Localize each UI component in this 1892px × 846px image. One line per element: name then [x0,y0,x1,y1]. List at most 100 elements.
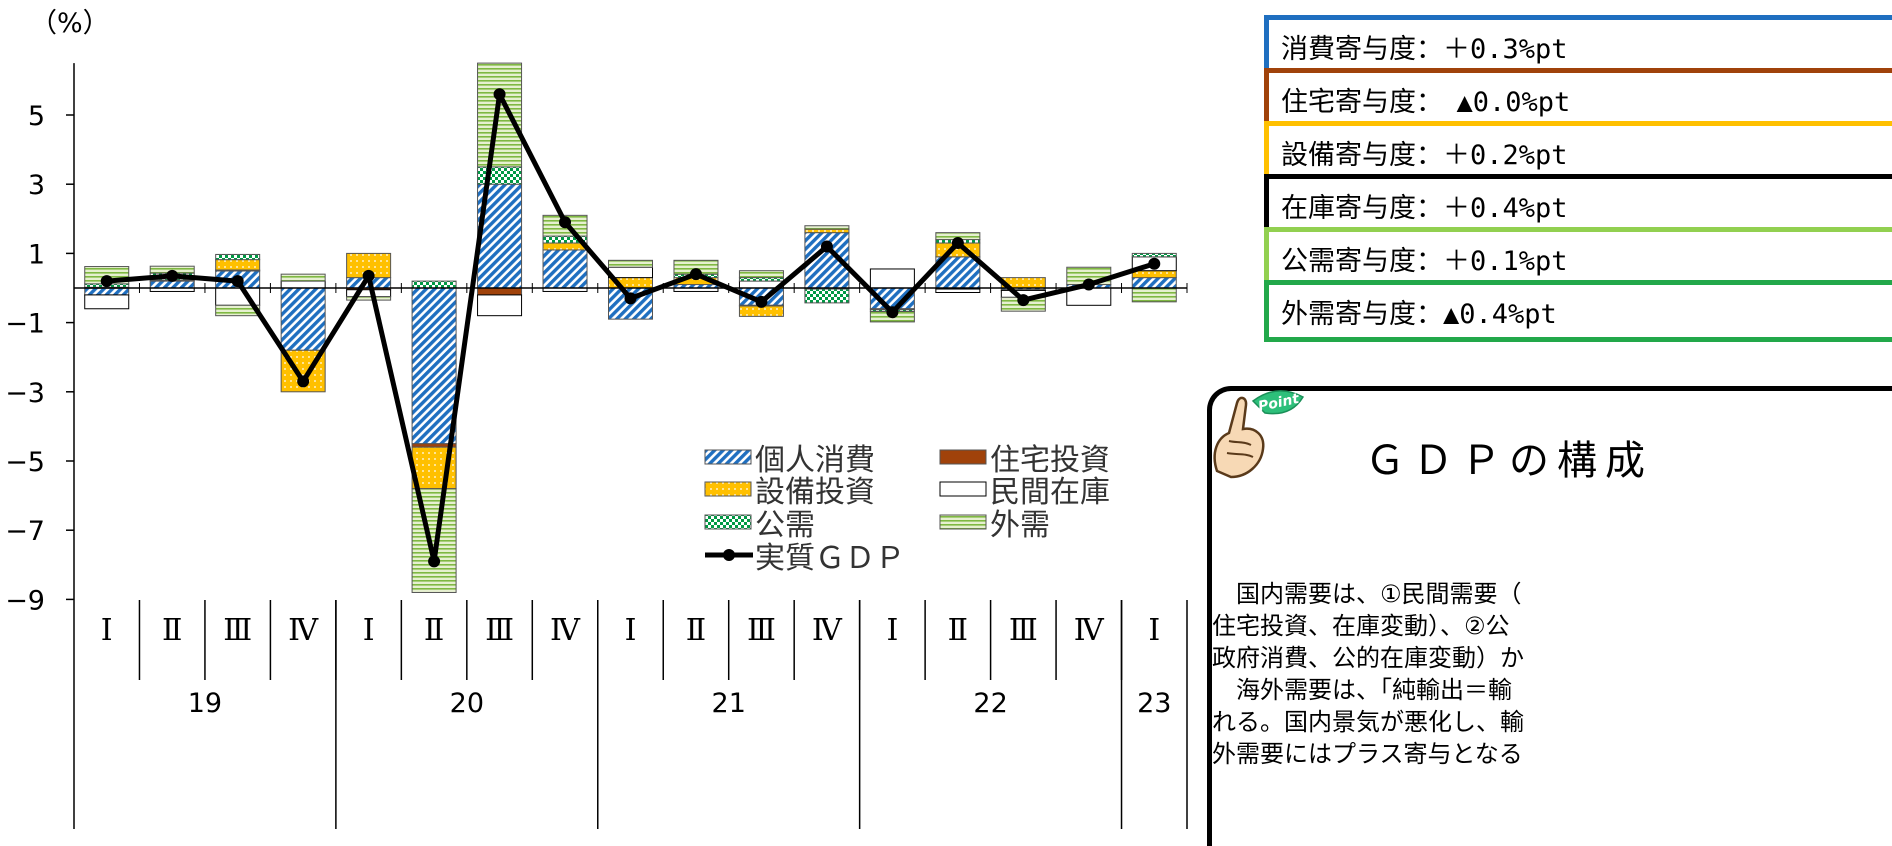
legend-swatch [704,449,752,465]
contribution-box: 住宅寄与度： ▲0.0%pt [1264,68,1892,130]
gdp-point [428,555,441,568]
bar-segment [477,287,523,296]
gdp-point [166,269,179,282]
year-label: 20 [450,688,484,719]
bar-segment [1131,277,1177,289]
bar-segment [280,273,326,282]
point-panel [1207,386,1892,846]
quarter-label: Ⅰ [363,613,375,648]
bar-segment [411,280,457,289]
legend-label: 外需 [990,508,1050,543]
y-tick-label: −9 [5,585,45,616]
quarter-label: Ⅲ [223,613,252,648]
year-label: 19 [188,688,222,719]
y-tick-label: 5 [28,101,45,132]
legend-swatch [939,514,987,530]
contribution-box: 外需寄与度：▲0.4%pt [1264,280,1892,342]
point-text: 国内需要は、①民間需要（ 住宅投資、在庫変動）、②公 政府消費、公的在庫変動）か 海… [1212,578,1892,770]
quarter-label: Ⅰ [625,613,637,648]
bar-segment [608,259,653,268]
quarter-label: Ⅲ [485,613,514,648]
quarter-label: Ⅱ [686,613,706,648]
quarter-label: Ⅲ [747,613,776,648]
gdp-point [297,375,310,388]
bar-segment [804,228,850,234]
point-text-line: 政府消費、公的在庫変動）か [1212,644,1524,672]
quarter-label: Ⅰ [1148,613,1160,648]
gdp-point [362,269,375,282]
bar-segment [738,277,784,282]
bar-segment [477,166,523,185]
gdp-contribution-chart: （%） 5 3 1 −1 −3 −5 −7 −9 Ⅰ Ⅱ Ⅲ Ⅳ Ⅰ Ⅱ Ⅲ Ⅳ Ⅰ Ⅱ Ⅲ Ⅳ Ⅰ Ⅱ Ⅲ Ⅳ Ⅰ 19 20 2… [5,8,1188,829]
bar-segment [411,287,457,445]
bar-segment [542,249,588,289]
bar-segment [935,288,981,293]
bar-segment [804,225,850,230]
contribution-box: 公需寄与度：＋0.1%pt [1264,227,1892,289]
legend-label: 住宅投資 [990,443,1110,478]
bar-segment [1131,270,1177,279]
quarter-label: Ⅰ [886,613,898,648]
bar-segment [738,270,784,279]
bar-segment [804,288,850,304]
bar-segment [149,280,195,289]
legend-label: 個人消費 [755,443,875,478]
y-tick-label: −5 [5,447,45,478]
contribution-box: 消費寄与度：＋0.3%pt [1264,15,1892,77]
gdp-point [559,216,572,229]
gdp-point [1017,294,1030,307]
x-axis: Ⅰ Ⅱ Ⅲ Ⅳ Ⅰ Ⅱ Ⅲ Ⅳ Ⅰ Ⅱ Ⅲ Ⅳ Ⅰ Ⅱ Ⅲ Ⅳ Ⅰ 19 20 21 22 23 [73,283,1188,829]
bar-segment [280,287,326,351]
gdp-point [886,306,899,319]
bar-segment [1131,287,1177,303]
y-unit-label: （%） [30,8,110,39]
legend-swatch [939,449,987,465]
gdp-point [755,295,768,308]
legend-swatch [723,549,735,561]
gdp-point [1148,257,1161,270]
legend-label: 設備投資 [755,475,875,510]
quarter-label: Ⅳ [288,613,319,648]
bar-segment [346,296,392,301]
y-tick-label: −3 [5,378,45,409]
bar-segment [84,287,130,296]
quarter-label: Ⅱ [424,613,444,648]
bar-segment [280,280,326,289]
year-label: 21 [712,688,746,719]
y-tick-label: 3 [28,170,45,201]
quarter-label: Ⅳ [812,613,843,648]
y-axis: 5 3 1 −1 −3 −5 −7 −9 [5,63,75,829]
point-text-line: 外需要にはプラス寄与となる [1212,740,1523,768]
pointing-hand-icon: Point [1213,390,1305,479]
legend-label: 公需 [755,508,815,543]
gdp-point [689,268,702,281]
y-tick-label: 1 [28,239,45,270]
year-label: 22 [973,688,1007,719]
point-text-line: れる。国内景気が悪化し、輸 [1212,708,1524,736]
gdp-point [624,292,637,305]
gdp-line [100,88,1161,568]
y-tick-label: −7 [5,516,45,547]
quarter-label: Ⅳ [550,613,581,648]
quarter-label: Ⅱ [948,613,968,648]
year-label: 23 [1137,688,1171,719]
quarter-label: Ⅲ [1009,613,1038,648]
point-text-line: 住宅投資、在庫変動）、②公 [1212,612,1510,640]
gdp-point [951,237,964,250]
quarter-label: Ⅰ [101,613,113,648]
gdp-point [100,275,113,288]
point-text-line: 海外需要は、「純輸出＝輸 [1212,676,1512,704]
legend-label: 民間在庫 [990,475,1110,510]
legend-swatch [939,481,987,497]
point-text-line: 国内需要は、①民間需要（ [1212,580,1522,608]
y-tick-label: −1 [5,309,45,340]
contribution-box: 設備寄与度：＋0.2%pt [1264,121,1892,183]
bar-segment [477,62,523,168]
gdp-point [493,88,506,101]
quarter-label: Ⅱ [162,613,182,648]
bar-segment [477,294,523,317]
legend-swatch [704,481,752,497]
bar-segment [215,259,261,271]
bar-segment [869,268,915,289]
